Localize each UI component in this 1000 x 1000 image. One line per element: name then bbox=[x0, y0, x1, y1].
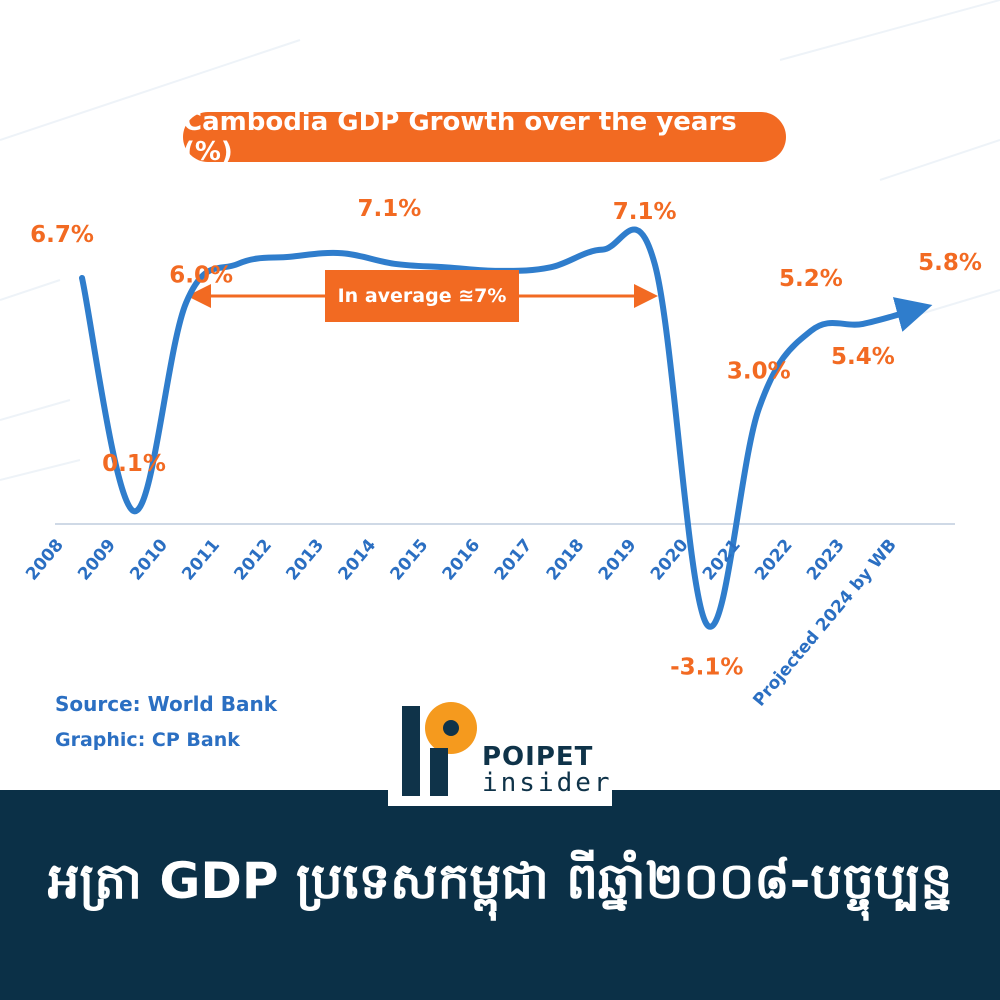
logo-text-insider: insider bbox=[482, 768, 613, 798]
x-tick-label: 2013 bbox=[282, 535, 328, 584]
data-label: 3.0% bbox=[727, 359, 791, 385]
data-label: 5.8% bbox=[918, 250, 982, 276]
x-tick-label: 2018 bbox=[543, 535, 589, 584]
x-tick-label: 2022 bbox=[751, 535, 797, 584]
x-tick-label: 2009 bbox=[74, 535, 120, 584]
logo-circle-inner bbox=[443, 720, 459, 736]
gdp-line-chart: 6.7% 0.1% 6.0% 7.1% 7.1% -3.1% 3.0% 5.2% 5.4% 5.8… bbox=[22, 196, 982, 711]
source-credit: Source: World Bank bbox=[55, 692, 277, 716]
x-tick-label: 2011 bbox=[178, 535, 224, 584]
average-annotation: In average ≊7% bbox=[325, 270, 519, 322]
data-label: -3.1% bbox=[670, 654, 743, 680]
data-label: 6.7% bbox=[30, 222, 94, 248]
poipet-insider-logo: POIPET insider bbox=[388, 700, 612, 806]
x-tick-label: 2014 bbox=[334, 535, 380, 584]
footer-headline: អត្រា GDP ប្រទេសកម្ពុជា ពីឆ្នាំ២០០៨-បច្ច… bbox=[47, 852, 953, 910]
gdp-series-line bbox=[79, 226, 933, 630]
graphic-credit: Graphic: CP Bank bbox=[55, 729, 240, 751]
data-label: 6.0% bbox=[169, 263, 233, 289]
data-label: 7.1% bbox=[613, 199, 677, 225]
x-tick-label: 2019 bbox=[595, 535, 641, 584]
logo-bar bbox=[402, 706, 420, 796]
footer-banner: អត្រា GDP ប្រទេសកម្ពុជា ពីឆ្នាំ២០០៨-បច្ច… bbox=[0, 790, 1000, 1000]
x-tick-label: 2015 bbox=[387, 535, 433, 584]
x-tick-label: 2016 bbox=[439, 535, 485, 584]
data-label: 0.1% bbox=[102, 451, 166, 477]
data-label: 7.1% bbox=[357, 196, 421, 222]
x-tick-label: 2023 bbox=[803, 535, 849, 584]
x-tick-label: 2017 bbox=[491, 535, 537, 584]
x-tick-label: 2010 bbox=[126, 535, 172, 584]
x-tick-label: 2021 bbox=[699, 535, 745, 584]
data-label: 5.2% bbox=[779, 266, 843, 292]
x-tick-label: 2020 bbox=[647, 535, 693, 584]
logo-stem bbox=[430, 748, 448, 796]
data-label: 5.4% bbox=[831, 344, 895, 370]
x-tick-label: 2012 bbox=[230, 535, 276, 584]
x-tick-label: 2008 bbox=[22, 535, 68, 584]
logo-text-poipet: POIPET bbox=[482, 742, 594, 772]
